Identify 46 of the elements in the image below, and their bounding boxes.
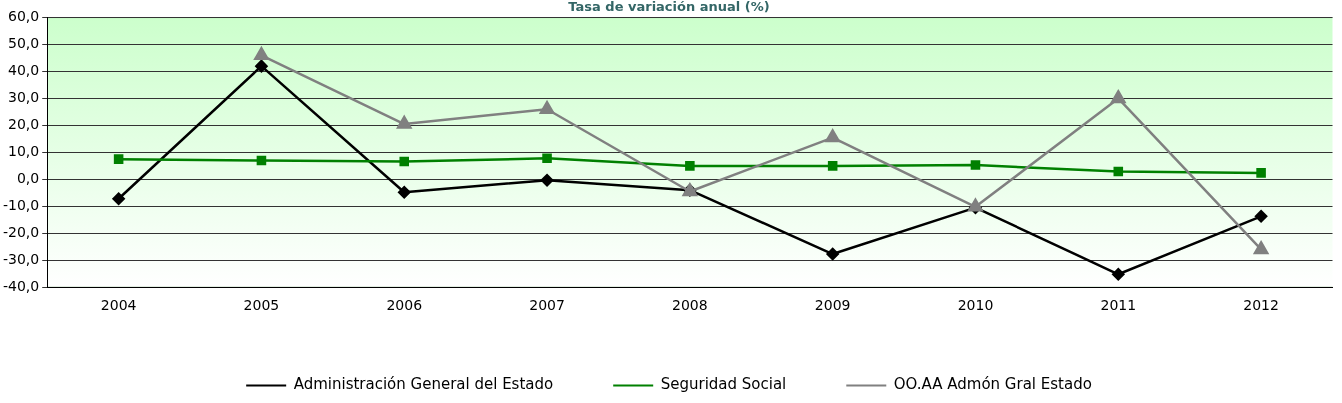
y-tick-label: -20,0 xyxy=(2,223,40,240)
point xyxy=(825,129,840,143)
point xyxy=(1112,268,1125,281)
point xyxy=(398,186,411,199)
y-tick-label: 60,0 xyxy=(8,8,40,25)
x-tick-label: 2004 xyxy=(100,297,137,314)
y-tick-label: 50,0 xyxy=(8,35,40,52)
point xyxy=(396,115,412,129)
point xyxy=(256,155,267,166)
y-tick-label: 10,0 xyxy=(8,143,40,160)
point xyxy=(539,101,555,115)
x-tick-label: 2012 xyxy=(1243,297,1279,314)
legend-label: Administración General del Estado xyxy=(293,375,554,394)
x-tick-label: 2006 xyxy=(386,297,423,314)
point xyxy=(112,192,125,206)
x-tick-label: 2005 xyxy=(243,297,280,314)
point xyxy=(827,161,838,171)
y-tick-label: -40,0 xyxy=(2,277,40,294)
x-tick-label: 2009 xyxy=(814,297,851,314)
point xyxy=(1256,168,1266,178)
x-tick-label: 2008 xyxy=(672,297,708,314)
x-tick-label: 2007 xyxy=(529,297,565,314)
x-tick-label: 2011 xyxy=(1100,297,1137,314)
legend-label: OO.AA Admón Gral Estado xyxy=(893,375,1092,394)
point xyxy=(254,47,269,61)
x-tick-label: 2010 xyxy=(957,297,994,314)
point xyxy=(113,154,124,164)
point xyxy=(1253,241,1269,255)
point xyxy=(399,156,410,167)
y-tick-label: -30,0 xyxy=(2,250,40,267)
legend-label: Seguridad Social xyxy=(660,375,787,394)
y-tick-label: 40,0 xyxy=(8,62,40,79)
point xyxy=(540,173,554,187)
point xyxy=(1254,210,1268,223)
point xyxy=(1113,166,1124,177)
y-tick-label: 30,0 xyxy=(8,89,40,106)
point xyxy=(970,160,981,170)
point xyxy=(826,247,839,261)
point xyxy=(685,161,695,171)
y-tick-label: 0,0 xyxy=(16,170,40,186)
y-tick-label: -10,0 xyxy=(2,196,40,213)
y-tick-label: 20,0 xyxy=(8,116,40,133)
chart-title: Tasa de variación anual (%) xyxy=(568,0,770,15)
point xyxy=(255,59,268,73)
point xyxy=(1110,90,1126,104)
point xyxy=(542,153,552,164)
